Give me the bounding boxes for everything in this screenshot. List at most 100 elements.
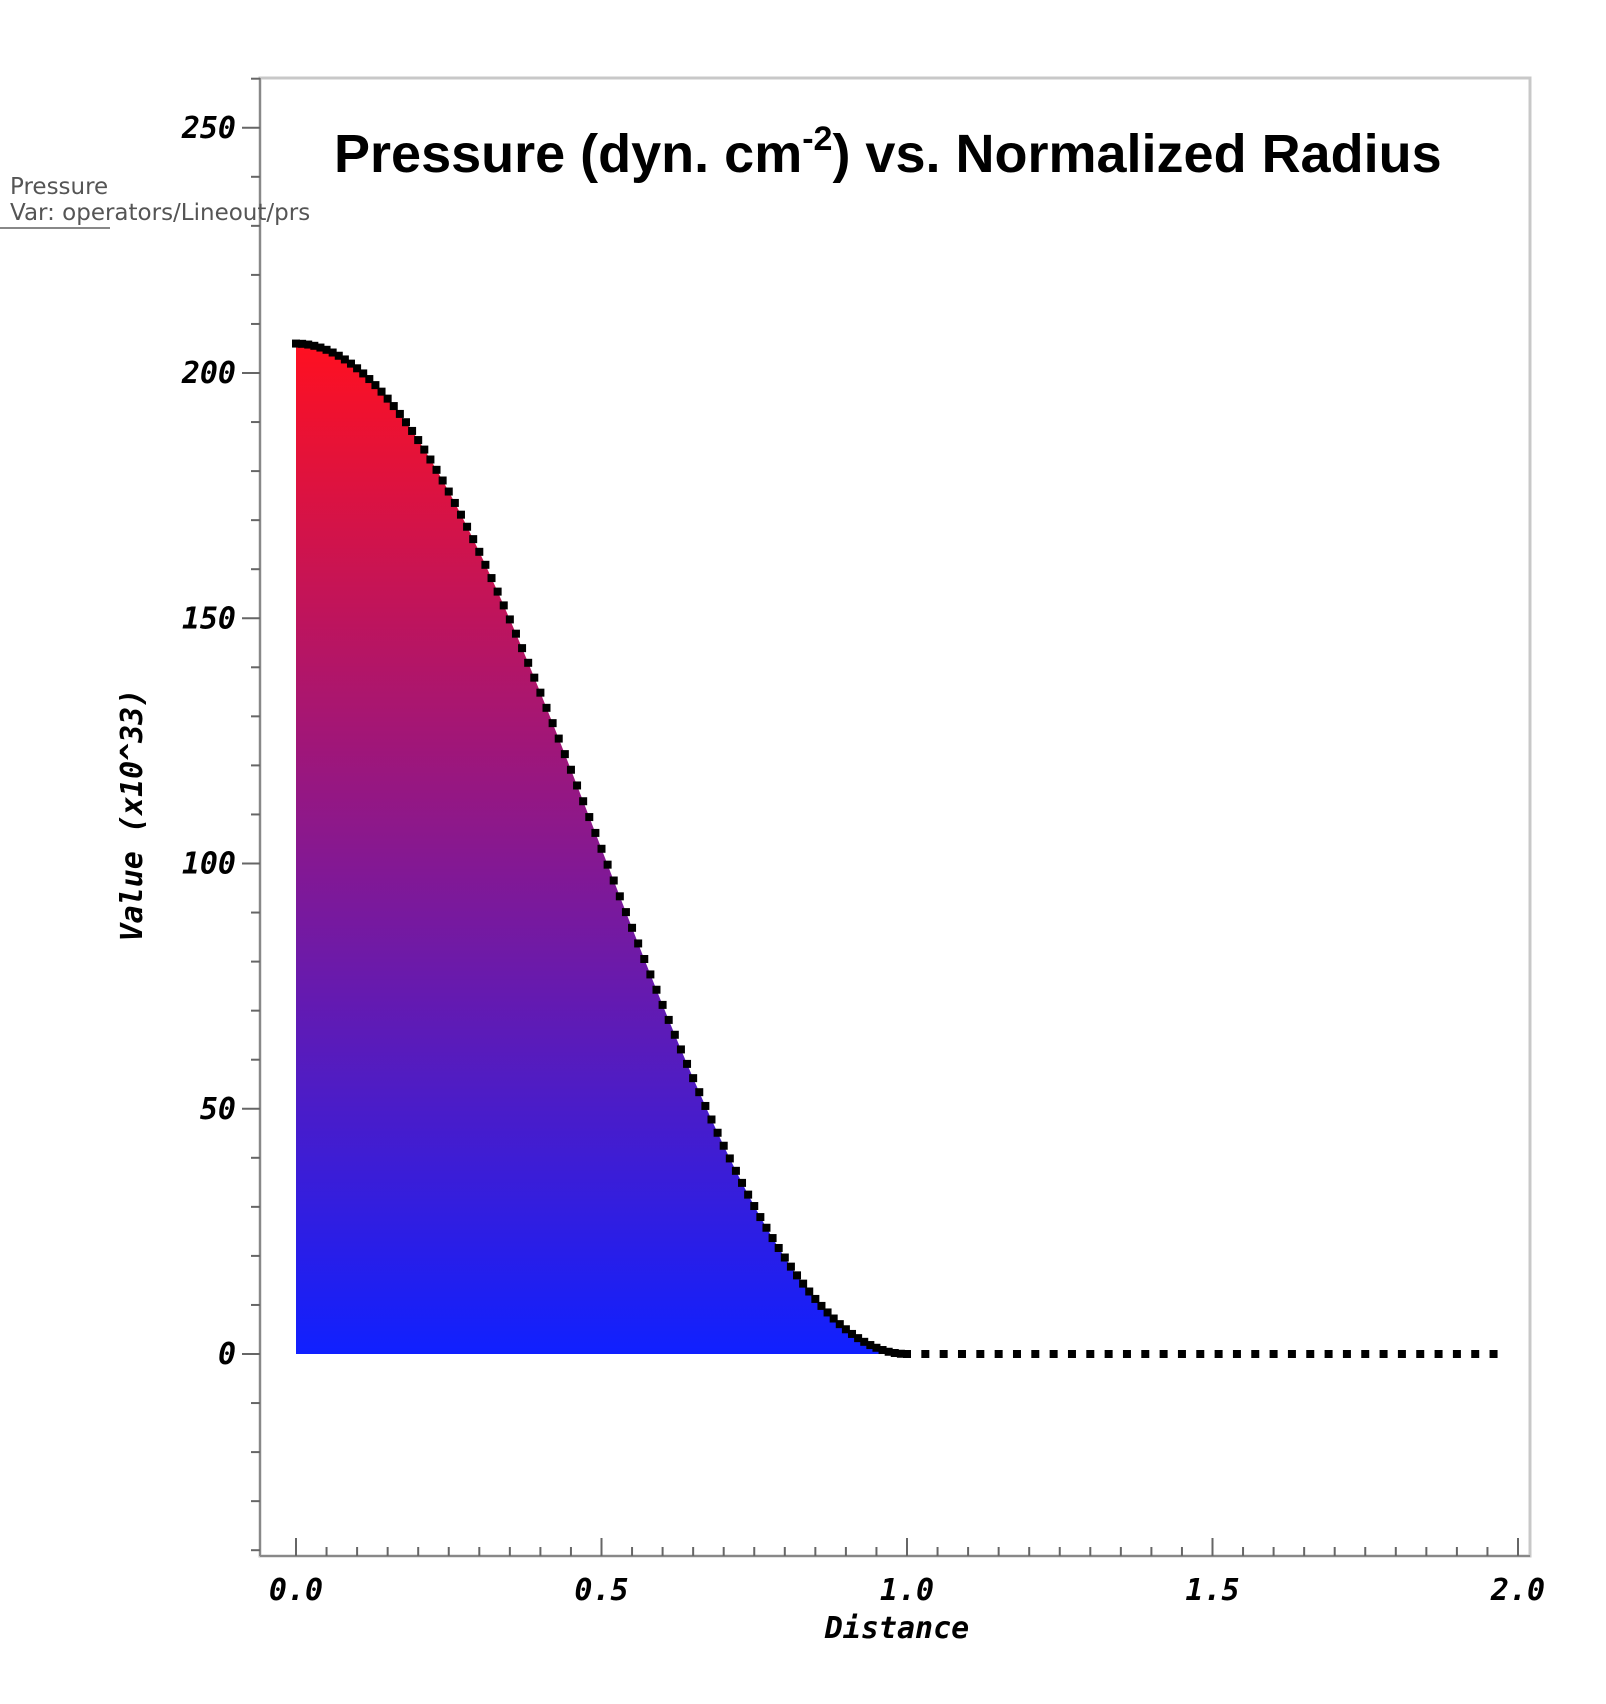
series-point: [713, 1128, 722, 1137]
series-point: [811, 1294, 820, 1303]
series-point: [701, 1101, 710, 1110]
series-point: [475, 547, 484, 556]
series-point: [750, 1202, 759, 1211]
series-point: [530, 673, 539, 682]
series-point: [872, 1343, 881, 1352]
y-tick-label: 250: [181, 111, 236, 146]
series-point: [1031, 1350, 1040, 1358]
series-point: [1177, 1350, 1186, 1358]
legend-var: Var: operators/Lineout/prs: [10, 200, 310, 226]
series-point: [695, 1088, 704, 1097]
series-point: [322, 345, 331, 354]
series-point: [579, 797, 588, 806]
series-point: [603, 860, 612, 869]
series-point: [481, 560, 490, 569]
series-point: [573, 781, 582, 790]
series-point: [499, 601, 508, 610]
series-point: [860, 1337, 869, 1346]
series-point: [359, 369, 368, 378]
series-point: [493, 587, 502, 596]
chart-title: Pressure (dyn. cm-2) vs. Normalized Radi…: [334, 120, 1442, 184]
series-point: [438, 476, 447, 485]
series-point: [542, 703, 551, 712]
series-point: [560, 750, 569, 759]
series-point: [597, 844, 606, 853]
series-point: [1214, 1350, 1223, 1358]
series-point: [756, 1213, 765, 1222]
series-point: [921, 1350, 930, 1358]
series-point: [762, 1223, 771, 1232]
series-point: [707, 1115, 716, 1124]
series-point: [634, 939, 643, 948]
series-point: [456, 510, 465, 519]
series-point: [774, 1243, 783, 1252]
series-point: [731, 1166, 740, 1175]
series-point: [786, 1262, 795, 1271]
series-point: [353, 364, 362, 373]
series-point: [408, 426, 417, 435]
series-point: [670, 1030, 679, 1039]
series-point: [1397, 1350, 1406, 1358]
series-point: [719, 1141, 728, 1150]
x-axis-title: Distance: [824, 1611, 970, 1646]
series-point: [1122, 1350, 1131, 1358]
series-point: [903, 1350, 911, 1358]
series-point: [426, 455, 435, 464]
series-point: [628, 923, 637, 932]
series-point: [768, 1234, 777, 1243]
series-point: [854, 1334, 863, 1343]
series-point: [340, 355, 349, 364]
series-point: [1452, 1350, 1461, 1358]
series-point: [554, 734, 563, 743]
series-point: [1086, 1350, 1095, 1358]
y-tick-label: 50: [200, 1092, 236, 1127]
series-point: [829, 1314, 838, 1323]
series-point: [298, 339, 307, 348]
series-point: [1287, 1350, 1296, 1358]
series-point: [683, 1059, 692, 1068]
series-point: [1306, 1350, 1315, 1358]
series-point: [450, 498, 459, 507]
series-point: [463, 522, 472, 531]
series-point: [377, 387, 386, 396]
series-point: [591, 828, 600, 837]
series-point: [780, 1253, 789, 1262]
series-point: [414, 436, 423, 445]
series-point: [1471, 1350, 1480, 1358]
series-point: [1012, 1350, 1021, 1358]
series-point: [395, 409, 404, 418]
series-point: [1159, 1350, 1168, 1358]
series-point: [1489, 1350, 1498, 1358]
series-point: [835, 1320, 844, 1329]
y-tick-label: 200: [181, 356, 236, 391]
series-point: [432, 465, 441, 474]
pressure-series-points: [292, 339, 1498, 1358]
series-point: [884, 1347, 893, 1356]
series-point: [823, 1308, 832, 1317]
chart-title-superscript: -2: [802, 120, 832, 158]
series-point: [316, 343, 325, 352]
series-point: [511, 629, 520, 638]
series-point: [1361, 1350, 1370, 1358]
legend-name: Pressure: [10, 174, 108, 200]
series-point: [689, 1074, 698, 1083]
series-point: [609, 876, 618, 885]
series-point: [469, 535, 478, 544]
series-point: [652, 985, 661, 994]
series-point: [1324, 1350, 1333, 1358]
series-point: [878, 1346, 887, 1355]
series-point: [744, 1190, 753, 1199]
series-point: [292, 339, 300, 348]
series-point: [1269, 1350, 1278, 1358]
series-point: [676, 1045, 685, 1054]
series-point: [817, 1301, 826, 1310]
series-point: [793, 1271, 802, 1280]
y-tick-label: 0: [218, 1337, 236, 1372]
series-point: [896, 1349, 905, 1358]
series-point: [1067, 1350, 1076, 1358]
x-tick-label: 2.0: [1490, 1573, 1545, 1608]
series-point: [994, 1350, 1003, 1358]
series-point: [420, 445, 429, 454]
series-point: [664, 1015, 673, 1024]
